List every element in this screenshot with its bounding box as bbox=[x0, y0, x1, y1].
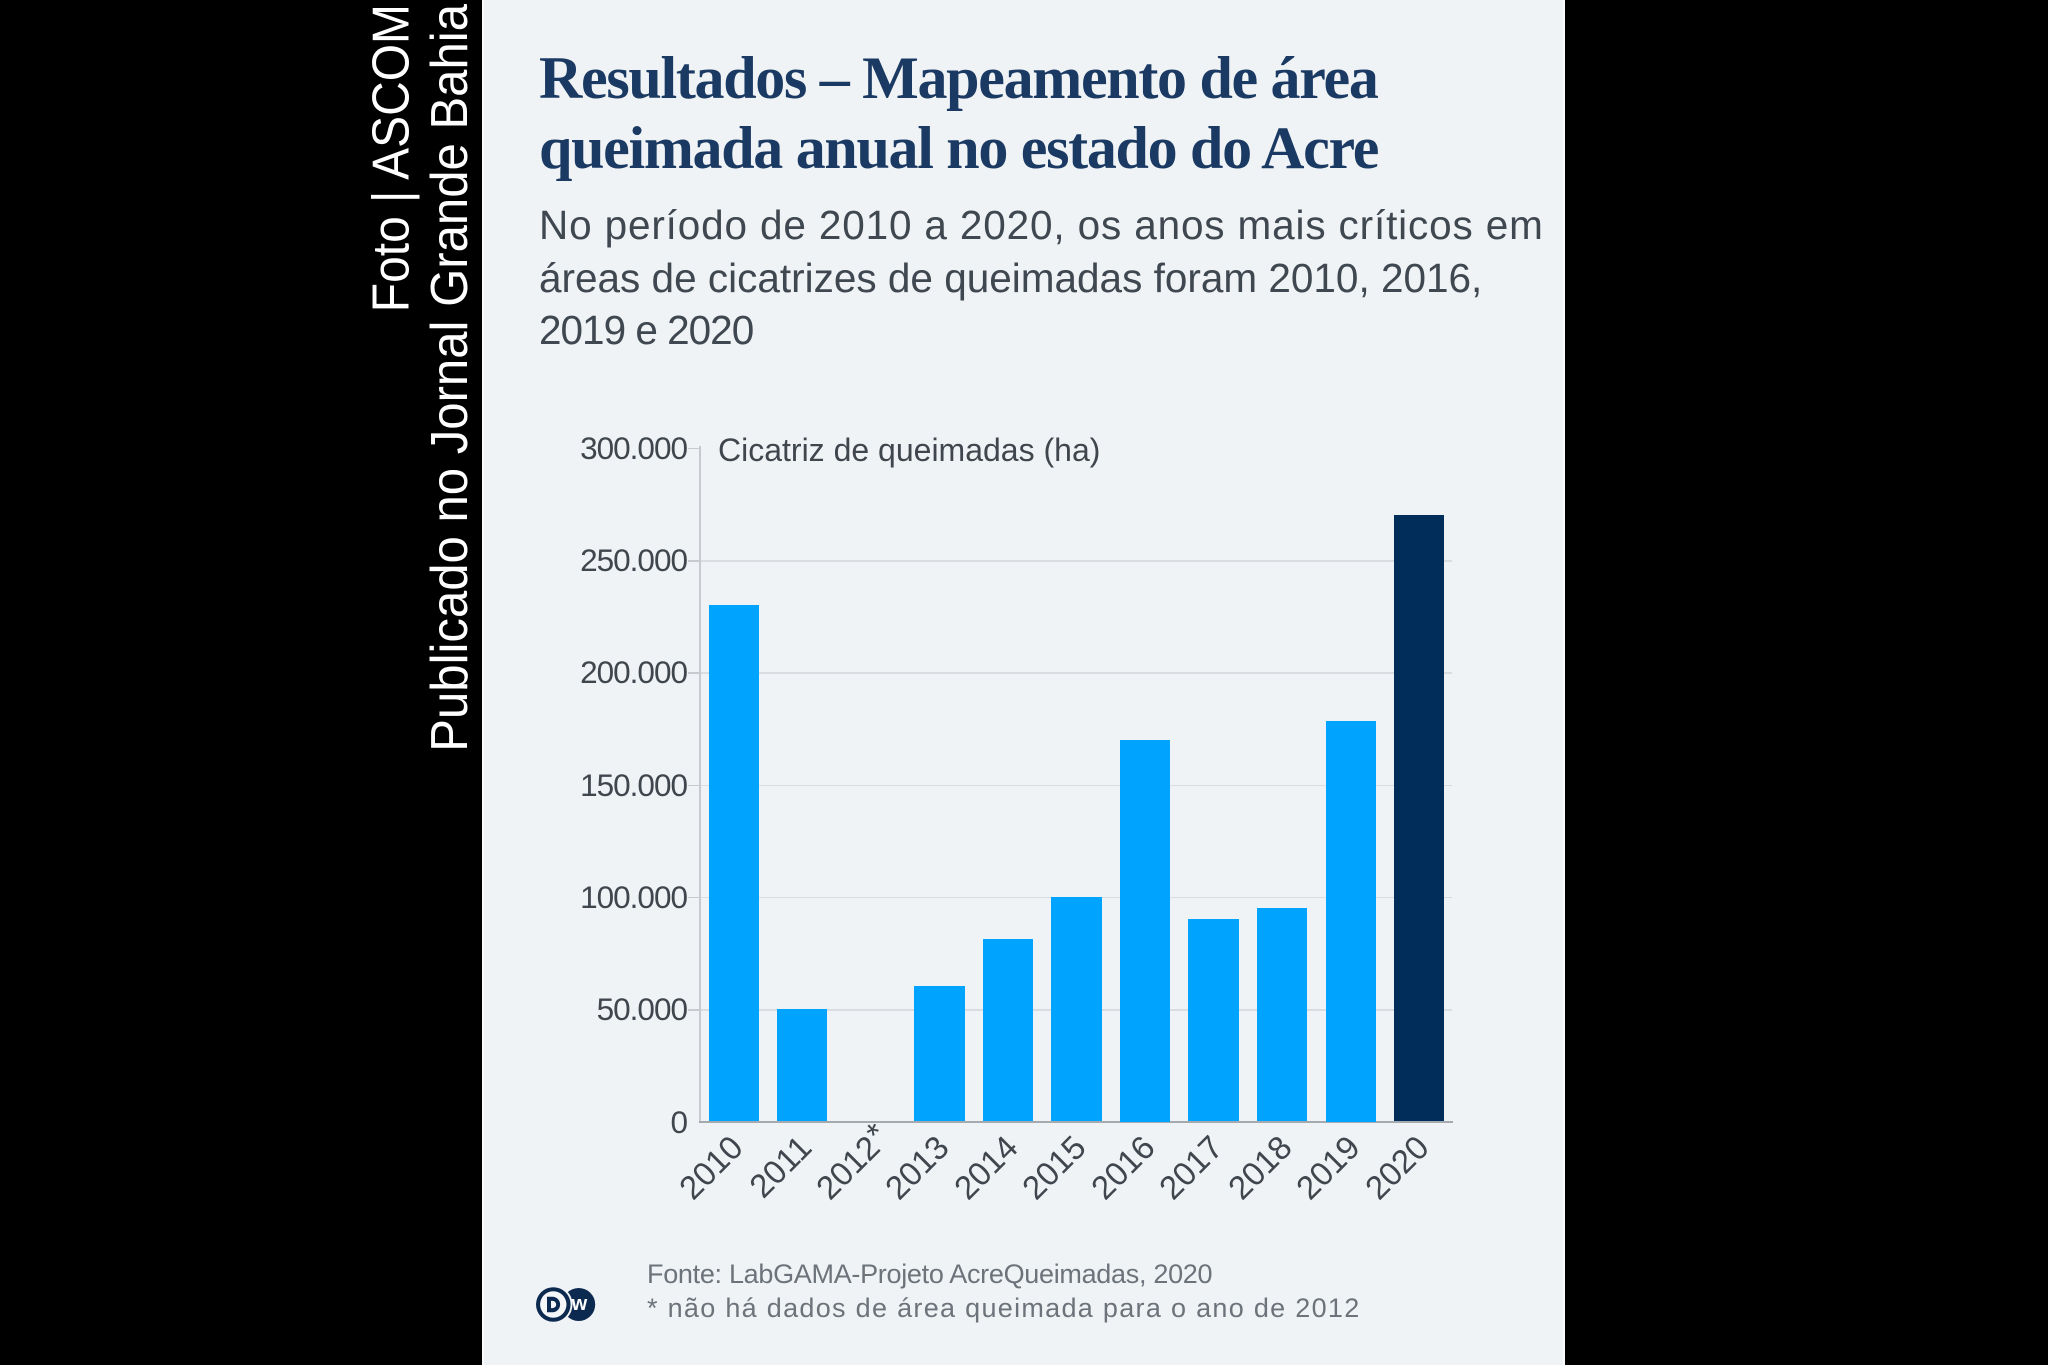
svg-text:w: w bbox=[571, 1293, 588, 1315]
